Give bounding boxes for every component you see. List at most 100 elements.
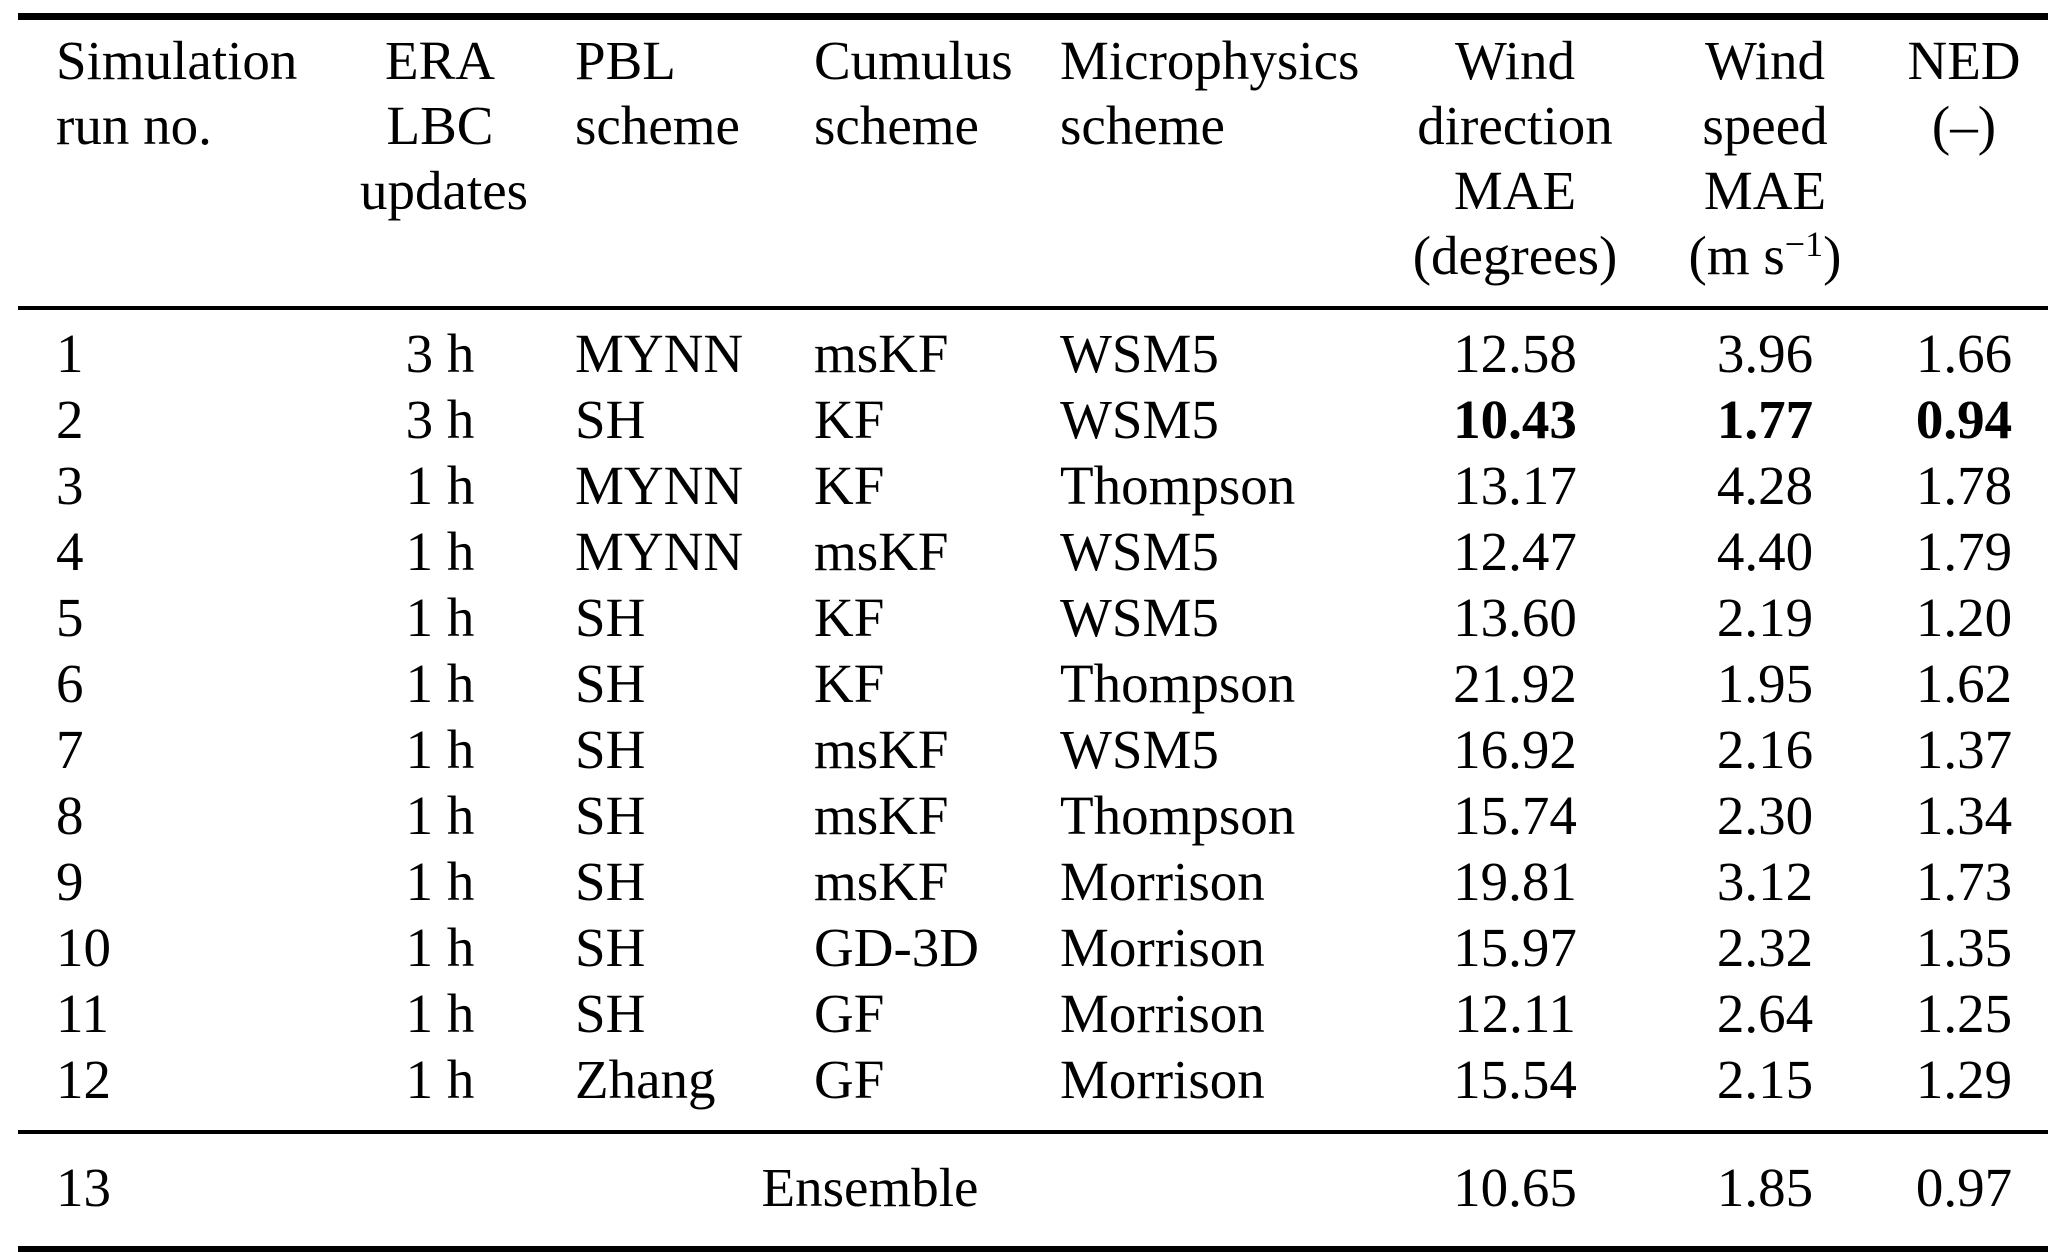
cell-wind-direction-mae: 19.81: [1453, 851, 1577, 912]
cell-wind-speed-mae: 3.96: [1716, 323, 1814, 384]
header-line: scheme: [1060, 95, 1225, 156]
table-row: 12 1 h Zhang GF Morrison 15.54 2.15 1.29: [18, 1047, 2048, 1132]
col-header-wind-speed-mae: Wind speed MAE (m s−1): [1650, 17, 1880, 309]
header-line: updates: [360, 160, 529, 221]
cell-wind-direction-mae: 15.54: [1453, 1049, 1577, 1110]
cell-ned: 1.29: [1915, 1049, 2013, 1110]
cell-era-lbc-updates: 1 h: [405, 587, 475, 648]
cell-cumulus-scheme: KF: [814, 653, 885, 714]
cell-cumulus-scheme: KF: [814, 389, 885, 450]
cell-era-lbc-updates: 3 h: [405, 389, 475, 450]
col-header-ned: NED (–): [1880, 17, 2048, 309]
cell-wind-speed-mae: 1.95: [1716, 653, 1814, 714]
header-row: Simulation run no. ERA LBC updates PBL s…: [18, 17, 2048, 309]
cell-microphysics-scheme: WSM5: [1060, 389, 1219, 450]
cell-wind-direction-mae: 12.11: [1454, 983, 1576, 1044]
header-line: MAE: [1703, 160, 1827, 221]
cell-era-lbc-updates: 1 h: [405, 917, 475, 978]
header-line: NED: [1907, 30, 2021, 91]
cell-era-lbc-updates: 1 h: [405, 521, 475, 582]
cell-microphysics-scheme: WSM5: [1060, 521, 1219, 582]
cell-ned: 1.62: [1915, 653, 2013, 714]
cell-wind-direction-mae: 15.74: [1453, 785, 1577, 846]
table-row: 5 1 h SH KF WSM5 13.60 2.19 1.20: [18, 585, 2048, 651]
cell-pbl-scheme: SH: [575, 719, 646, 780]
cell-pbl-scheme: SH: [575, 851, 646, 912]
ensemble-row: 13 Ensemble 10.65 1.85 0.97: [18, 1132, 2048, 1249]
cell-wind-speed-mae: 2.30: [1716, 785, 1814, 846]
cell-pbl-scheme: SH: [575, 917, 646, 978]
cell-ned: 1.37: [1915, 719, 2013, 780]
header-line: PBL: [575, 30, 676, 91]
cell-cumulus-scheme: msKF: [814, 851, 949, 912]
header-line: (–): [1931, 95, 1997, 156]
header-line: scheme: [575, 95, 740, 156]
cell-cumulus-scheme: GF: [814, 983, 885, 1044]
header-line: Microphysics: [1060, 30, 1360, 91]
table-body: 1 3 h MYNN msKF WSM5 12.58 3.96 1.66 2 3…: [18, 308, 2048, 1132]
cell-run-no: 13: [56, 1157, 111, 1218]
table-row: 9 1 h SH msKF Morrison 19.81 3.12 1.73: [18, 849, 2048, 915]
cell-cumulus-scheme: GD-3D: [814, 917, 979, 978]
cell-run-no: 7: [56, 719, 84, 780]
cell-run-no: 5: [56, 587, 84, 648]
header-line: Wind: [1705, 30, 1825, 91]
cell-ned: 1.78: [1915, 455, 2013, 516]
cell-wind-direction-mae: 13.17: [1453, 455, 1577, 516]
cell-wind-speed-mae: 2.64: [1716, 983, 1814, 1044]
cell-era-lbc-updates: 1 h: [405, 653, 475, 714]
cell-pbl-scheme: SH: [575, 983, 646, 1044]
cell-cumulus-scheme: msKF: [814, 719, 949, 780]
cell-pbl-scheme: SH: [575, 389, 646, 450]
cell-ned: 0.94: [1915, 389, 2013, 450]
cell-cumulus-scheme: msKF: [814, 323, 949, 384]
cell-wind-direction-mae: 12.58: [1453, 323, 1577, 384]
cell-era-lbc-updates: 3 h: [405, 323, 475, 384]
col-header-simulation-run-no: Simulation run no.: [18, 17, 360, 309]
cell-wind-speed-mae: 2.19: [1716, 587, 1814, 648]
header-line: MAE: [1453, 160, 1577, 221]
table-row: 1 3 h MYNN msKF WSM5 12.58 3.96 1.66: [18, 308, 2048, 387]
cell-microphysics-scheme: WSM5: [1060, 719, 1219, 780]
cell-ned: 1.66: [1915, 323, 2013, 384]
header-line: Wind: [1455, 30, 1575, 91]
simulation-results-table-wrap: Simulation run no. ERA LBC updates PBL s…: [18, 13, 2048, 1252]
header-line: run no.: [56, 95, 212, 156]
cell-microphysics-scheme: Morrison: [1060, 983, 1265, 1044]
table-row: 7 1 h SH msKF WSM5 16.92 2.16 1.37: [18, 717, 2048, 783]
cell-microphysics-scheme: Thompson: [1060, 785, 1296, 846]
cell-ned: 1.35: [1915, 917, 2013, 978]
cell-wind-direction-mae: 12.47: [1453, 521, 1577, 582]
header-line: Simulation: [56, 30, 298, 91]
unit-pre: (m s: [1688, 225, 1785, 286]
cell-cumulus-scheme: GF: [814, 1049, 885, 1110]
col-header-pbl-scheme: PBL scheme: [520, 17, 800, 309]
cell-era-lbc-updates: 1 h: [405, 851, 475, 912]
cell-microphysics-scheme: Morrison: [1060, 1049, 1265, 1110]
cell-run-no: 2: [56, 389, 84, 450]
cell-microphysics-scheme: Morrison: [1060, 917, 1265, 978]
unit-post: ): [1823, 225, 1842, 286]
cell-wind-direction-mae: 10.65: [1453, 1157, 1577, 1218]
cell-era-lbc-updates: 1 h: [405, 1049, 475, 1110]
cell-microphysics-scheme: WSM5: [1060, 587, 1219, 648]
simulation-results-table: Simulation run no. ERA LBC updates PBL s…: [18, 13, 2048, 1252]
cell-cumulus-scheme: msKF: [814, 521, 949, 582]
col-header-microphysics-scheme: Microphysics scheme: [1040, 17, 1380, 309]
cell-wind-speed-mae: 1.77: [1716, 389, 1814, 450]
cell-wind-speed-mae: 3.12: [1716, 851, 1814, 912]
header-line: Cumulus: [814, 30, 1013, 91]
cell-wind-direction-mae: 13.60: [1453, 587, 1577, 648]
unit-superscript: −1: [1784, 224, 1824, 264]
cell-run-no: 4: [56, 521, 84, 582]
col-header-wind-direction-mae: Wind direction MAE (degrees): [1380, 17, 1650, 309]
cell-pbl-scheme: MYNN: [575, 521, 744, 582]
cell-run-no: 9: [56, 851, 84, 912]
cell-cumulus-scheme: msKF: [814, 785, 949, 846]
cell-wind-speed-mae: 4.28: [1716, 455, 1814, 516]
cell-run-no: 12: [56, 1049, 111, 1110]
cell-pbl-scheme: Zhang: [575, 1049, 716, 1110]
cell-ned: 0.97: [1915, 1157, 2013, 1218]
col-header-cumulus-scheme: Cumulus scheme: [800, 17, 1040, 309]
cell-run-no: 11: [56, 983, 109, 1044]
